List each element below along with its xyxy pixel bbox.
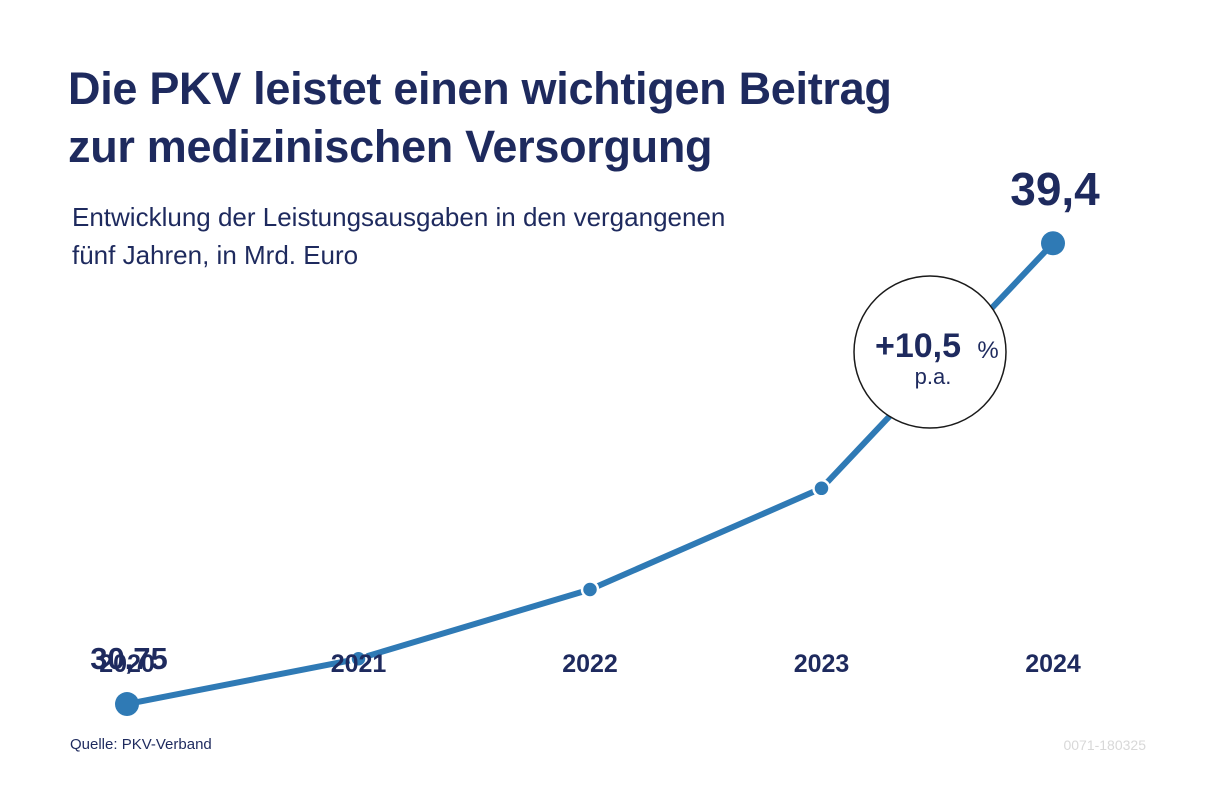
data-point-2024 bbox=[1041, 231, 1065, 256]
data-label-2020: 30,75 bbox=[90, 641, 168, 676]
chart-title-line-1: Die PKV leistet einen wichtigen Beitrag bbox=[68, 63, 892, 114]
data-point-2023 bbox=[812, 479, 831, 498]
chart-subtitle-line-1: Entwicklung der Leistungsausgaben in den… bbox=[72, 202, 726, 232]
chart-title: Die PKV leistet einen wichtigen Beitrag … bbox=[68, 60, 1068, 176]
data-point-2020 bbox=[115, 692, 139, 717]
data-point-2022 bbox=[580, 580, 600, 599]
data-label-2024: 39,4 bbox=[1010, 163, 1100, 215]
graphic-id: 0071-180325 bbox=[1063, 737, 1146, 753]
data-point-2021 bbox=[349, 649, 368, 669]
x-tick-label-2021: 2021 bbox=[331, 650, 387, 678]
growth-annotation-unit: % bbox=[977, 337, 998, 364]
growth-annotation-value: +10,5 bbox=[875, 327, 961, 365]
growth-annotation-circle bbox=[853, 275, 1007, 429]
x-tick-label-2023: 2023 bbox=[794, 650, 850, 678]
chart-subtitle: Entwicklung der Leistungsausgaben in den… bbox=[72, 198, 872, 274]
chart-subtitle-line-2: fünf Jahren, in Mrd. Euro bbox=[72, 240, 359, 270]
x-tick-label-2024: 2024 bbox=[1025, 650, 1081, 678]
x-tick-label-2020: 2020 bbox=[99, 650, 155, 678]
growth-annotation-sub: p.a. bbox=[915, 364, 952, 389]
source-note: Quelle: PKV-Verband bbox=[70, 736, 212, 753]
chart-title-line-2: zur medizinischen Versorgung bbox=[68, 121, 713, 172]
x-tick-label-2022: 2022 bbox=[562, 650, 618, 678]
